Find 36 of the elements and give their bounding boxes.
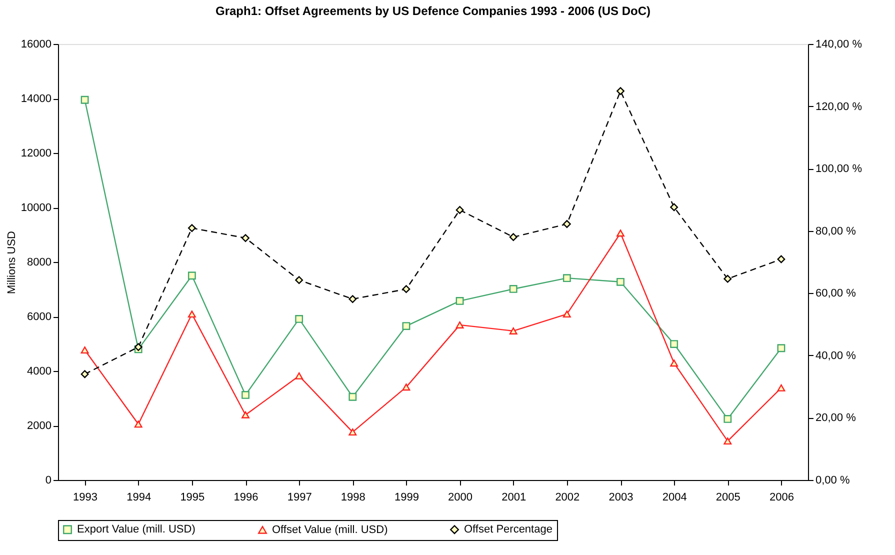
y2-tick-label: 140,00 % [816, 38, 862, 50]
legend-label: Export Value (mill. USD) [77, 524, 196, 536]
x-tick-label: 1995 [180, 492, 205, 504]
y-tick-label: 10000 [20, 202, 52, 214]
x-tick-label: 2000 [448, 492, 473, 504]
legend-label: Offset Percentage [464, 524, 552, 536]
y-tick-label: 4000 [27, 366, 52, 378]
y2-tick-label: 40,00 % [816, 350, 856, 362]
y-axis-title: Millions USD [6, 230, 18, 294]
x-tick-label: 1994 [126, 492, 152, 504]
x-tick-label: 2001 [502, 492, 526, 504]
chart-title: Graph1: Offset Agreements by US Defence Companies 1993 - 2006 (US DoC) [215, 4, 651, 18]
y-tick-label: 6000 [27, 311, 52, 323]
y-tick-label: 8000 [27, 256, 52, 268]
y2-tick-label: 100,00 % [816, 163, 862, 176]
y-tick-label: 2000 [27, 420, 52, 432]
x-tick-label: 2006 [769, 492, 794, 504]
y2-tick-label: 120,00 % [816, 100, 862, 113]
x-tick-label: 1993 [73, 492, 98, 504]
x-tick-label: 2003 [608, 492, 634, 504]
y-tick-label: 16000 [20, 38, 52, 50]
y2-tick-label: 60,00 % [816, 288, 856, 300]
x-tick-label: 2002 [555, 492, 580, 504]
y-tick-label: 14000 [20, 93, 52, 105]
x-tick-label: 1997 [287, 492, 312, 504]
y2-tick-label: 0,00 % [816, 474, 850, 486]
x-tick-label: 2004 [662, 492, 687, 504]
x-tick-label: 1996 [234, 492, 258, 504]
legend-label: Offset Value (mill. USD) [272, 524, 388, 536]
x-tick-label: 2005 [716, 492, 740, 504]
y2-tick-label: 80,00 % [816, 225, 856, 238]
y2-tick-label: 20,00 % [816, 412, 856, 424]
x-tick-label: 1999 [394, 492, 419, 504]
y-tick-label: 12000 [20, 148, 52, 160]
y-tick-label: 0 [45, 474, 52, 486]
x-tick-label: 1998 [340, 492, 366, 504]
